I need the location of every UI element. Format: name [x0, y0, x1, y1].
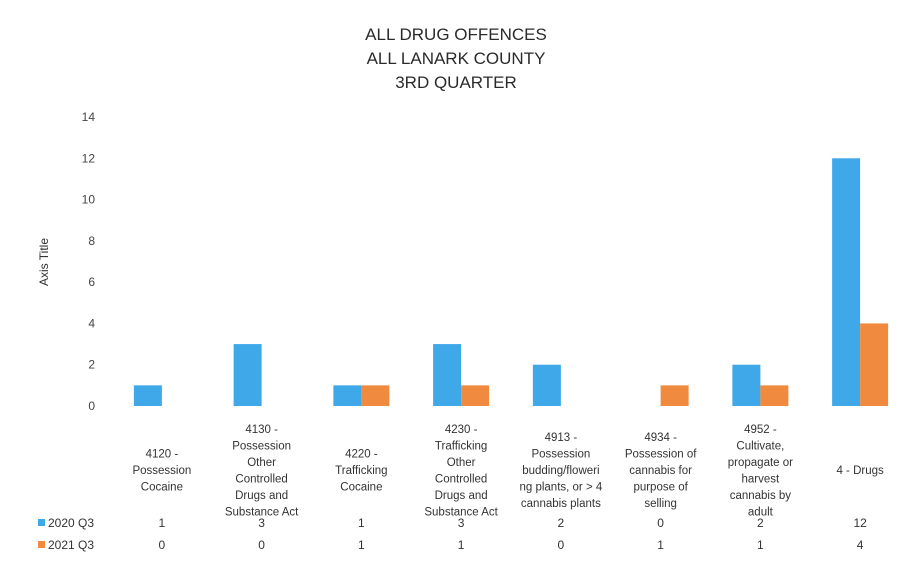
category-label: ng plants, or > 4 [519, 482, 602, 494]
table-cell: 1 [757, 538, 764, 552]
bar-2020-q3 [532, 364, 561, 406]
chart-title: ALL DRUG OFFENCES ALL LANARK COUNTY 3RD QU… [365, 25, 547, 92]
bars [133, 158, 889, 406]
category-label: cannabis for [629, 465, 692, 477]
category-label: Cocaine [340, 482, 382, 494]
table-cell: 0 [258, 538, 265, 552]
category-label: Drugs and [235, 490, 288, 502]
table-cell: 1 [358, 538, 365, 552]
category-label: Possession of [625, 449, 697, 461]
bar-2021-q3 [760, 385, 789, 406]
y-tick-label: 4 [88, 316, 95, 330]
y-tick-label: 2 [88, 358, 95, 372]
y-tick-label: 6 [88, 275, 95, 289]
table-cell: 0 [558, 538, 565, 552]
category-label: 4220 - [345, 449, 378, 461]
category-label: Controlled [235, 473, 287, 485]
category-label: 4913 - [545, 432, 578, 444]
y-tick-label: 8 [88, 234, 95, 248]
y-axis-title: Axis Title [37, 238, 51, 286]
category-label: Trafficking [435, 440, 487, 452]
bar-2021-q3 [361, 385, 390, 406]
bar-2020-q3 [133, 385, 162, 406]
category-labels: 4120 - Possession Cocaine 4130 - Possession O… [132, 424, 884, 519]
category-label: 4130 - [245, 424, 278, 436]
category-label: Cultivate, [736, 440, 784, 452]
table-cell: 3 [258, 516, 265, 530]
category-label: Substance Act [424, 506, 498, 518]
legend-key [38, 541, 45, 548]
category-label: budding/floweri [522, 465, 599, 477]
category-label: adult [748, 506, 774, 518]
bar-2021-q3 [860, 323, 889, 406]
bar-2021-q3 [660, 385, 689, 406]
category-label: propagate or [728, 457, 793, 469]
category-label: 4230 - [445, 424, 478, 436]
bar-2020-q3 [333, 385, 362, 406]
category-label: Controlled [435, 473, 487, 485]
bar-2020-q3 [832, 158, 861, 406]
table-cell: 2 [558, 516, 565, 530]
category-label: 4120 - [146, 449, 179, 461]
category-label: 4952 - [744, 424, 777, 436]
category-label: Trafficking [335, 465, 387, 477]
legend-label: 2020 Q3 [48, 516, 94, 530]
category-label: harvest [742, 473, 781, 485]
chart-title-line: ALL DRUG OFFENCES [365, 25, 547, 44]
category-label: Substance Act [225, 506, 299, 518]
category-label: Possession [132, 465, 191, 477]
bar-2020-q3 [433, 344, 462, 406]
table-cell: 1 [657, 538, 664, 552]
table-cell: 1 [358, 516, 365, 530]
bar-2021-q3 [461, 385, 490, 406]
category-label: Other [447, 457, 476, 469]
table-cell: 3 [458, 516, 465, 530]
data-table: 2020 Q3 1 3 1 3 2 0 2 12 2021 Q3 0 0 1 1 0 1 1 4 [38, 516, 867, 552]
y-tick-label: 12 [82, 151, 96, 165]
table-cell: 2 [757, 516, 764, 530]
category-label: 4934 - [644, 432, 677, 444]
category-label: Possession [232, 440, 291, 452]
y-tick-label: 14 [82, 110, 96, 124]
category-label: Other [247, 457, 276, 469]
table-cell: 1 [458, 538, 465, 552]
category-label: Possession [531, 449, 590, 461]
category-label: Drugs and [435, 490, 488, 502]
chart-title-line: 3RD QUARTER [395, 73, 517, 92]
bar-2020-q3 [732, 364, 761, 406]
legend-key [38, 519, 45, 526]
table-cell: 4 [857, 538, 864, 552]
category-label: purpose of [633, 482, 688, 494]
chart-title-line: ALL LANARK COUNTY [367, 49, 546, 68]
y-axis-ticks: 0 2 4 6 8 10 12 14 [82, 110, 96, 413]
category-label: selling [644, 498, 677, 510]
bar-2020-q3 [233, 344, 262, 406]
category-label: 4 - Drugs [836, 465, 884, 477]
category-label: cannabis by [730, 490, 792, 502]
category-label: cannabis plants [521, 498, 601, 510]
category-label: Cocaine [141, 482, 183, 494]
legend-label: 2021 Q3 [48, 538, 94, 552]
table-cell: 12 [853, 516, 867, 530]
table-cell: 0 [657, 516, 664, 530]
table-cell: 1 [159, 516, 166, 530]
table-cell: 0 [159, 538, 166, 552]
y-tick-label: 10 [82, 193, 96, 207]
y-tick-label: 0 [88, 399, 95, 413]
